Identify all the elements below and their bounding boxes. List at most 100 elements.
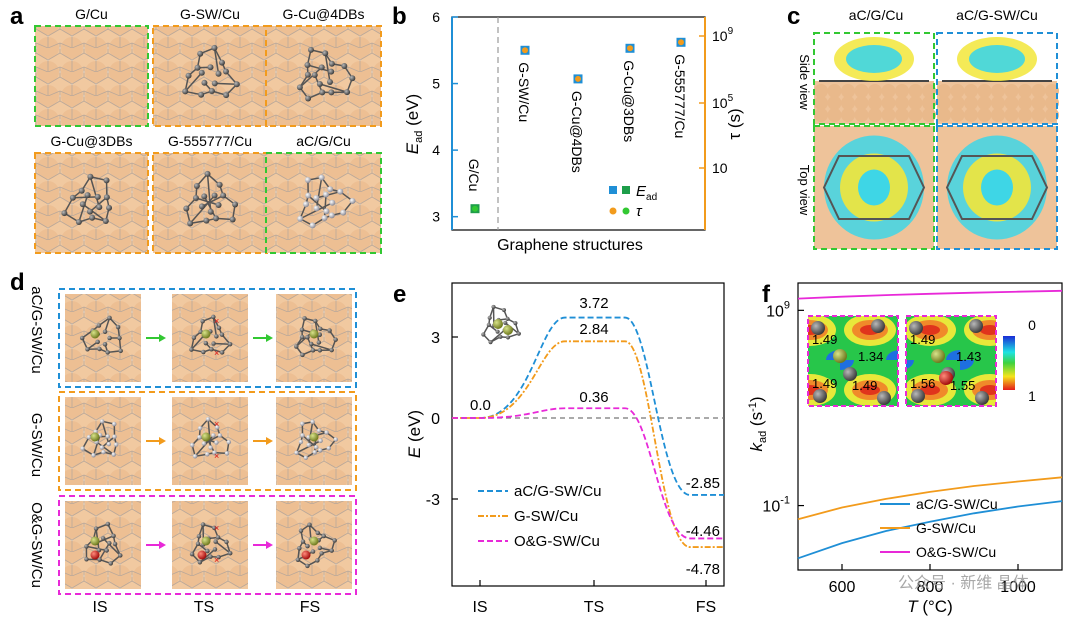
bond [215, 541, 231, 554]
carbon-atom [498, 334, 503, 339]
transition-mark: × [214, 316, 219, 326]
bond [190, 335, 205, 351]
carbon-atom [107, 540, 112, 546]
carbon-atom [106, 204, 113, 211]
panel-d-images: ×××××× [58, 288, 357, 595]
carbon-atom [315, 530, 321, 536]
row-frame [58, 391, 357, 491]
carbon-atom [87, 173, 94, 180]
tile-border [265, 152, 382, 254]
cu-atom [881, 84, 896, 98]
carbon-atom [117, 335, 122, 341]
carbon-atom [118, 348, 123, 354]
column-label-c-1: aC/G/Cu [849, 7, 903, 23]
carbon-atom [315, 558, 320, 563]
cu-atom [1045, 84, 1059, 98]
cu-atom [1031, 96, 1046, 110]
carbon-atom [96, 547, 102, 553]
carbon-atom [105, 434, 110, 439]
carbon-atom [196, 533, 202, 539]
carbon-atom [61, 210, 68, 217]
bond [311, 343, 332, 351]
arrow-head [266, 541, 273, 549]
image-border [813, 125, 935, 250]
legend-ead: Ead [636, 183, 657, 203]
y-axis-label-f: kad (s-1) [747, 396, 769, 451]
charge-density-image [813, 32, 936, 125]
panel-label-e: e [393, 281, 406, 308]
x-tick-label-f: 1000 [1000, 579, 1036, 596]
carbon-atom [313, 205, 320, 212]
carbon-atom [811, 321, 825, 335]
carbon-atom [305, 543, 310, 549]
carbon-atom [329, 347, 334, 353]
colorbar [1003, 336, 1015, 390]
carbon-atom [305, 192, 312, 199]
carbon-atom [197, 434, 202, 440]
carbon-atom [79, 335, 85, 341]
carbon-atom [201, 193, 208, 200]
adsorbate-atom [90, 536, 100, 546]
carbon-atom [102, 329, 108, 334]
y-tick-label-e: 3 [431, 330, 440, 347]
cu-atom [881, 108, 896, 122]
cu-atom [854, 84, 869, 98]
ring-outline [822, 155, 926, 220]
carbon-atom [215, 535, 221, 540]
annotations-e: 0.0 3.72 2.84 0.36 -2.85 -4.46 -4.78 [470, 295, 720, 578]
carbon-atom [326, 445, 332, 451]
cu-atom [977, 96, 992, 110]
carbon-atom [305, 563, 310, 569]
carbon-atom [214, 425, 220, 430]
adsorbate-atom [309, 536, 319, 546]
carbon-atom [294, 344, 299, 349]
adsorbate-atom [201, 329, 211, 339]
carbon-atom [328, 68, 335, 75]
carbon-atom [213, 539, 218, 544]
carbon-atom [332, 538, 337, 543]
carbon-atom [486, 322, 491, 327]
cu-atom [922, 96, 936, 110]
legend-dot-orange [609, 207, 617, 215]
cu-atom [868, 84, 882, 98]
carbon-atom [198, 203, 205, 210]
charge-lobe-center [858, 169, 890, 206]
carbon-atom [317, 348, 323, 353]
y2-tick-base: 10 [712, 28, 728, 44]
carbon-atom [227, 550, 233, 556]
y-tick-label-f: 109 [766, 299, 790, 320]
y2-tick-label-b: 109 [712, 26, 734, 44]
transition-mark: × [214, 523, 219, 533]
bond-length-label: 1.49 [910, 332, 935, 347]
y2-ticks-b: 10 105 109 [699, 26, 734, 176]
carbon-atom [224, 539, 229, 545]
carbon-atom [200, 319, 205, 324]
tile-label: G-SW/Cu [180, 6, 240, 22]
cu-atom [908, 96, 923, 110]
cu-atom [895, 108, 909, 122]
carbon-atom [303, 455, 309, 461]
legend-marker-green [622, 186, 630, 194]
carbon-atom [96, 204, 103, 211]
cu-substrate [172, 501, 248, 589]
tau-marker [575, 75, 581, 82]
bond [212, 316, 218, 337]
oxygen-atom [301, 550, 311, 560]
y-tick-label-b: 3 [432, 209, 440, 225]
cu-atom [908, 84, 923, 98]
y-tick-label-e: -3 [426, 492, 440, 509]
carbon-atom [322, 191, 329, 198]
carbon-atom [300, 421, 305, 426]
carbon-atom [203, 340, 209, 346]
carbon-atom [303, 201, 310, 208]
transition-mark: × [214, 451, 219, 461]
carbon-atom [111, 452, 116, 457]
elf-inset-map: 1.49 1.43 1.56 1.55 [905, 315, 997, 407]
carbon-atom [313, 195, 320, 202]
bond-length-label: 1.43 [956, 349, 981, 364]
tile-label: aC/G/Cu [296, 133, 350, 149]
carbon-atom [78, 187, 85, 194]
y2-tick-label-b: 105 [712, 93, 734, 111]
carbon-atom [313, 318, 318, 324]
